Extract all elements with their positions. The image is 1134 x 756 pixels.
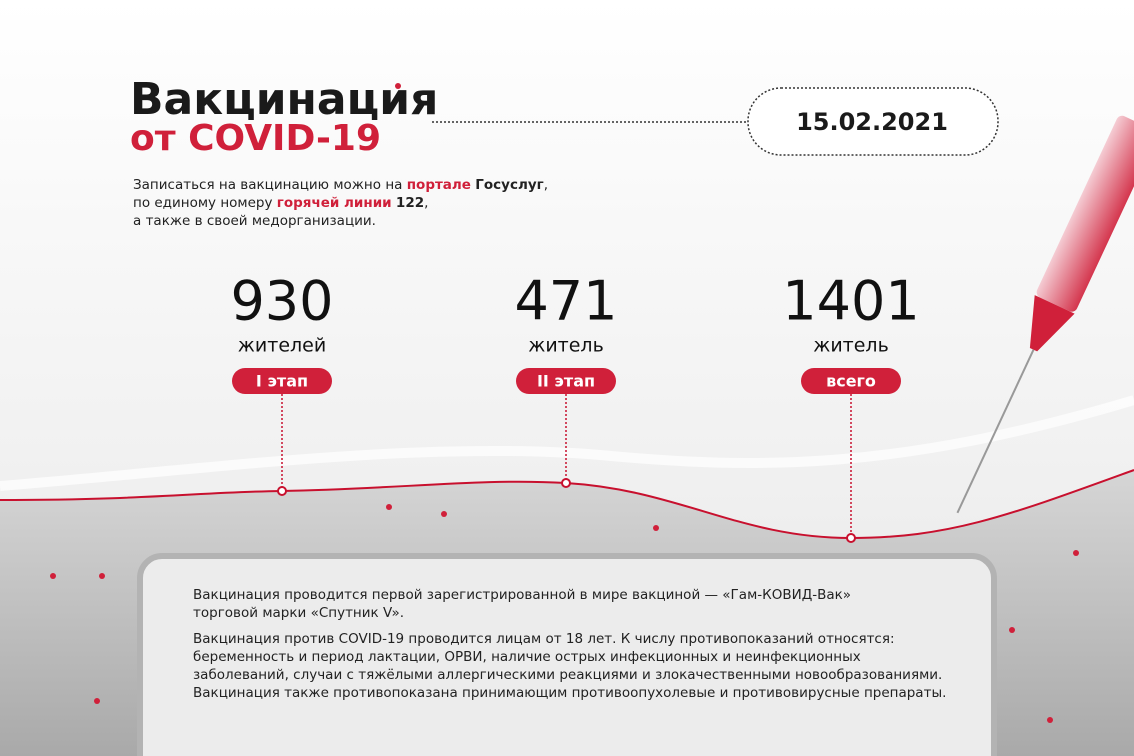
stat-label: I этап bbox=[256, 372, 308, 391]
intro-segment: Госуслуг bbox=[475, 177, 543, 193]
stat-unit: жителей bbox=[238, 335, 326, 357]
intro-segment: по единому номеру bbox=[133, 195, 277, 211]
intro-segment: горячей линии bbox=[277, 195, 392, 211]
intro-segment: , bbox=[424, 195, 428, 211]
stat-number: 930 bbox=[230, 270, 333, 333]
stat-pill bbox=[232, 368, 332, 394]
intro-line: а также в своей медорганизации. bbox=[133, 213, 376, 229]
info-box bbox=[137, 553, 997, 756]
info-line: Вакцинация против COVID-19 проводится ли… bbox=[193, 631, 895, 647]
stat-number: 1401 bbox=[782, 270, 919, 333]
info-line: торговой марки «Спутник V». bbox=[193, 605, 404, 621]
intro-segment: 122 bbox=[396, 195, 424, 211]
stat-node bbox=[561, 478, 571, 488]
intro-segment: портале bbox=[407, 177, 471, 193]
stat-unit: житель bbox=[528, 335, 604, 357]
intro-segment: Записаться на вакцинацию можно на bbox=[133, 177, 407, 193]
syringe bbox=[956, 115, 1134, 514]
info-line: Вакцинация также противопоказана принима… bbox=[193, 685, 946, 701]
intro: Записаться на вакцинацию можно на портал… bbox=[133, 177, 548, 229]
stat-node bbox=[277, 486, 287, 496]
title: Вакцинация bbox=[130, 74, 438, 125]
stat-node bbox=[846, 533, 856, 543]
date-pill bbox=[747, 87, 999, 156]
subtitle: от COVID-19 bbox=[130, 118, 381, 159]
stat-pill bbox=[801, 368, 901, 394]
stat-pill bbox=[516, 368, 616, 394]
date: 15.02.2021 bbox=[796, 108, 948, 136]
stat-label: всего bbox=[826, 372, 876, 391]
info-line: Вакцинация проводится первой зарегистрир… bbox=[193, 587, 851, 603]
decor-dots bbox=[50, 83, 1079, 723]
stat-unit: житель bbox=[813, 335, 889, 357]
intro-line: по единому номеру горячей линии 122, bbox=[133, 195, 428, 211]
info-line: заболеваний, случаи с тяжёлыми аллергиче… bbox=[193, 667, 942, 683]
intro-segment: а также в своей медорганизации. bbox=[133, 213, 376, 229]
stat-number: 471 bbox=[514, 270, 617, 333]
intro-line: Записаться на вакцинацию можно на портал… bbox=[133, 177, 548, 193]
intro-segment: , bbox=[544, 177, 548, 193]
info-line: беременность и период лактации, ОРВИ, на… bbox=[193, 649, 861, 665]
wave-highlight bbox=[0, 395, 1134, 491]
info: Вакцинация проводится первой зарегистрир… bbox=[193, 587, 946, 701]
stat-label: II этап bbox=[537, 372, 595, 391]
